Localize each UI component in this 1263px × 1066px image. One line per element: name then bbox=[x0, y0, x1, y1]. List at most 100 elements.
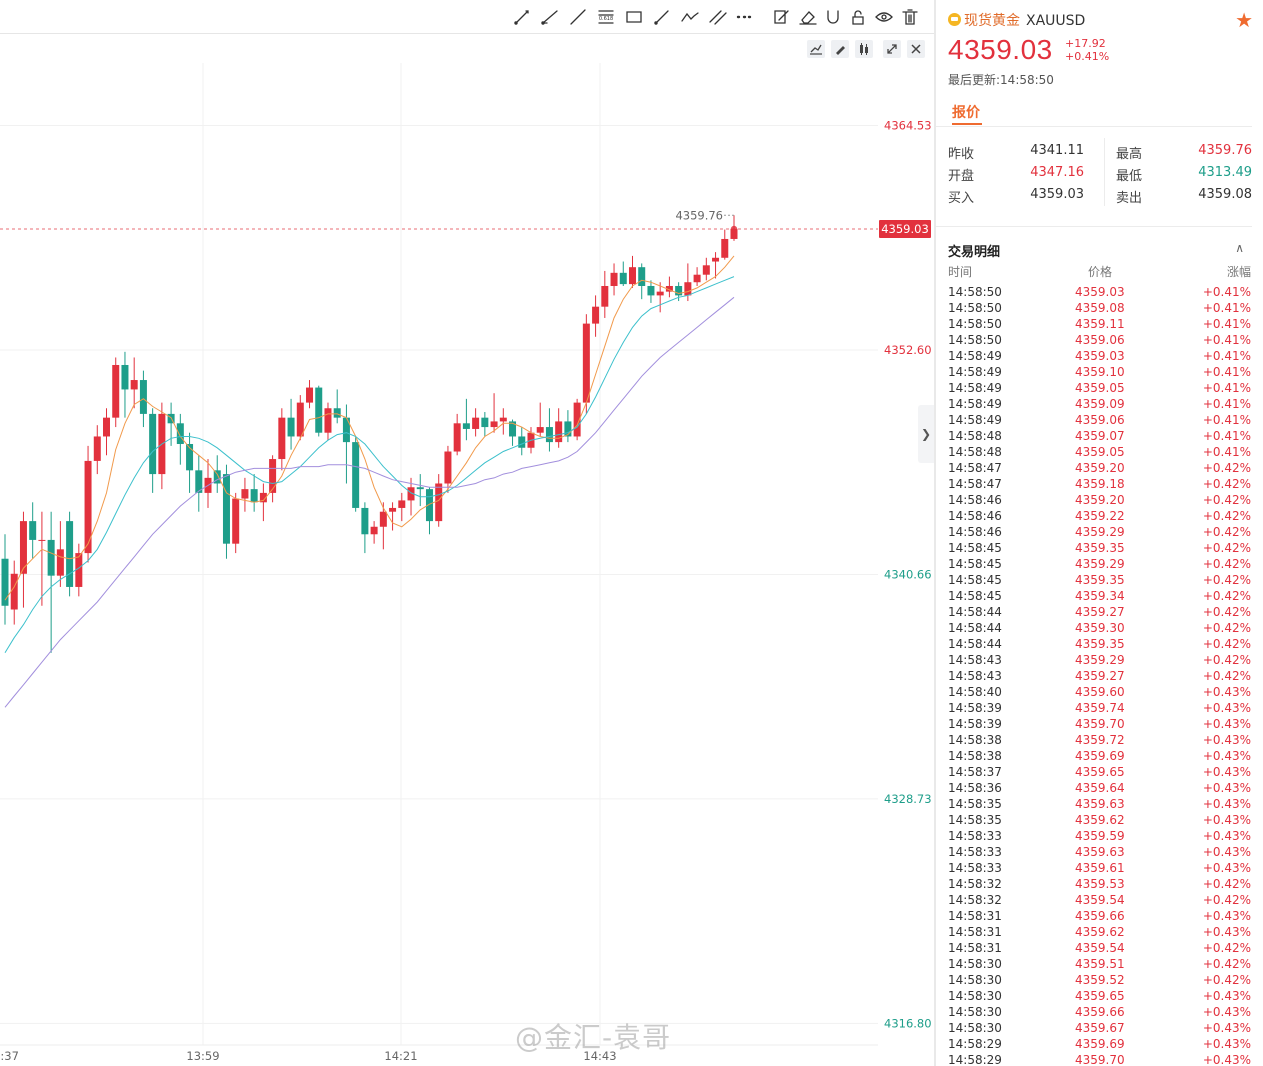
candle-body bbox=[324, 408, 332, 433]
trade-row: 14:58:38 4359.72 +0.43% bbox=[936, 733, 1263, 749]
trade-row: 14:58:32 4359.54 +0.42% bbox=[936, 893, 1263, 909]
trade-time: 14:58:32 bbox=[948, 877, 1002, 891]
trade-change: +0.42% bbox=[1202, 541, 1251, 555]
last-update: 最后更新:14:58:50 bbox=[948, 71, 1054, 88]
trade-row: 14:58:32 4359.53 +0.42% bbox=[936, 877, 1263, 893]
trade-price: 4359.62 bbox=[1075, 925, 1125, 939]
candle-body bbox=[425, 489, 433, 522]
ray-line-icon[interactable] bbox=[541, 10, 558, 25]
trend-line-icon[interactable] bbox=[514, 10, 529, 25]
candle bbox=[195, 455, 203, 512]
candle-body bbox=[490, 421, 498, 428]
extended-line-icon[interactable] bbox=[570, 9, 586, 25]
candle-body bbox=[619, 272, 627, 285]
trade-change: +0.43% bbox=[1202, 861, 1251, 875]
bid-value: 4359.03 bbox=[1030, 187, 1084, 202]
zigzag-icon[interactable] bbox=[681, 12, 699, 22]
candles bbox=[1, 215, 738, 653]
candle bbox=[647, 280, 655, 303]
trade-change: +0.42% bbox=[1202, 525, 1251, 539]
candle bbox=[241, 477, 249, 512]
draw-icon[interactable] bbox=[831, 40, 849, 58]
candle-body bbox=[499, 417, 507, 422]
candle-body bbox=[555, 421, 563, 443]
trade-change: +0.42% bbox=[1202, 669, 1251, 683]
trade-price: 4359.07 bbox=[1075, 429, 1125, 443]
trade-price: 4359.10 bbox=[1075, 365, 1125, 379]
pane-divider[interactable] bbox=[934, 0, 936, 1066]
ma5-line bbox=[4, 255, 735, 601]
candle-body bbox=[453, 423, 461, 452]
col-change-header: 涨幅 bbox=[1226, 265, 1251, 279]
col-time-header: 时间 bbox=[948, 265, 973, 279]
magnet-icon[interactable] bbox=[827, 10, 839, 24]
eraser-icon[interactable] bbox=[799, 11, 817, 25]
candle bbox=[472, 408, 480, 437]
candlestick-chart[interactable]: 4359.03 4359.76 4364.53 4352.60 4340.66 4328.… bbox=[0, 33, 934, 1066]
trade-price: 4359.27 bbox=[1075, 605, 1125, 619]
rectangle-icon[interactable] bbox=[626, 11, 642, 23]
trade-time: 14:58:49 bbox=[948, 381, 1002, 395]
trade-change: +0.42% bbox=[1202, 557, 1251, 571]
chevron-right-icon[interactable]: ❯ bbox=[918, 405, 934, 463]
trade-price: 4359.53 bbox=[1075, 877, 1125, 891]
trade-price: 4359.34 bbox=[1075, 589, 1125, 603]
trade-change: +0.42% bbox=[1202, 621, 1251, 635]
indicator-icon[interactable] bbox=[855, 40, 873, 58]
visibility-icon[interactable] bbox=[875, 12, 893, 22]
trade-change: +0.42% bbox=[1202, 589, 1251, 603]
lock-icon[interactable] bbox=[852, 10, 864, 25]
trade-price: 4359.52 bbox=[1075, 973, 1125, 987]
candle bbox=[675, 282, 683, 302]
time-axis-label: 14:21 bbox=[384, 1049, 417, 1063]
trade-price: 4359.06 bbox=[1075, 413, 1125, 427]
trade-change: +0.42% bbox=[1202, 973, 1251, 987]
trade-row: 14:58:44 4359.27 +0.42% bbox=[936, 605, 1263, 621]
symbol-name[interactable]: 现货黄金 bbox=[964, 13, 1020, 29]
ma20-line bbox=[4, 296, 735, 708]
star-icon[interactable]: ★ bbox=[1235, 8, 1253, 32]
candle bbox=[416, 474, 424, 507]
trade-change: +0.43% bbox=[1202, 925, 1251, 939]
close-icon[interactable] bbox=[907, 40, 925, 58]
candle-body bbox=[47, 539, 55, 576]
candle-body bbox=[712, 257, 720, 262]
candle bbox=[352, 436, 360, 512]
trade-price: 4359.09 bbox=[1075, 397, 1125, 411]
pencil-line-icon[interactable] bbox=[654, 10, 669, 25]
trade-list[interactable]: 14:58:50 4359.03 +0.41% 14:58:50 4359.08 +0.4… bbox=[936, 285, 1263, 1066]
fibonacci-icon[interactable]: 0.618 bbox=[598, 10, 614, 24]
candle-body bbox=[66, 521, 74, 587]
candle bbox=[518, 427, 526, 456]
drawing-toolbar: 0.618 bbox=[0, 0, 934, 34]
candle-body bbox=[416, 487, 424, 490]
trade-time: 14:58:38 bbox=[948, 733, 1002, 747]
trade-row: 14:58:50 4359.06 +0.41% bbox=[936, 333, 1263, 349]
tab-quote[interactable]: 报价 bbox=[952, 105, 980, 121]
candle-body bbox=[610, 272, 618, 286]
trade-price: 4359.59 bbox=[1075, 829, 1125, 843]
trade-price: 4359.62 bbox=[1075, 813, 1125, 827]
fullscreen-icon[interactable] bbox=[883, 40, 901, 58]
candle bbox=[509, 419, 517, 446]
candle bbox=[628, 255, 636, 288]
trash-icon[interactable] bbox=[902, 9, 918, 25]
parallel-channel-icon[interactable] bbox=[709, 10, 727, 25]
chart-type-icon[interactable] bbox=[807, 40, 825, 58]
candle-body bbox=[333, 408, 341, 418]
trade-price: 4359.35 bbox=[1075, 637, 1125, 651]
candle-body bbox=[684, 282, 692, 296]
chart-pane[interactable]: 0.618 4359.03 4359.76 4364.53 4352.60 4340.6… bbox=[0, 0, 934, 1066]
chevron-up-icon[interactable]: ∧ bbox=[1235, 241, 1244, 255]
candle-body bbox=[93, 436, 101, 461]
candle-body bbox=[139, 380, 147, 414]
edit-icon[interactable] bbox=[774, 10, 789, 24]
candle bbox=[47, 511, 55, 653]
candle-body bbox=[656, 291, 664, 296]
candle-body bbox=[361, 507, 369, 535]
watermark: @金汇-袁哥 bbox=[515, 1021, 672, 1054]
candle-body bbox=[601, 285, 609, 307]
price-change: +17.92 +0.41% bbox=[1065, 37, 1109, 63]
trade-row: 14:58:49 4359.06 +0.41% bbox=[936, 413, 1263, 429]
candle bbox=[665, 276, 673, 298]
